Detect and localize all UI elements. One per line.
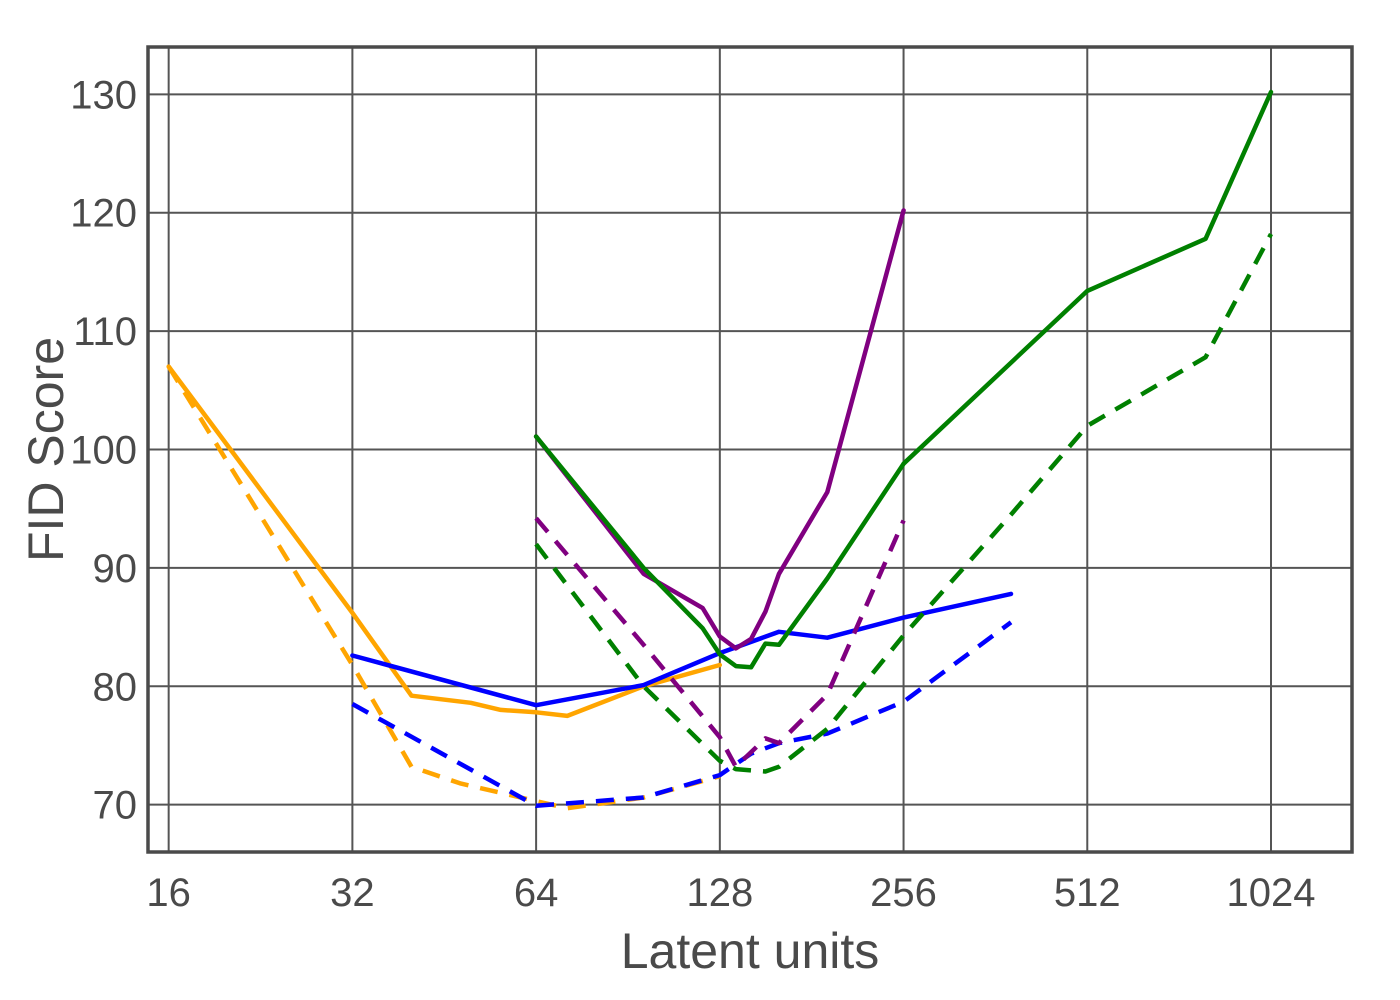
grid-lines bbox=[148, 47, 1352, 852]
y-tick-label: 120 bbox=[70, 192, 137, 236]
x-tick-label: 256 bbox=[870, 871, 937, 915]
y-tick-label: 80 bbox=[93, 665, 138, 709]
series-line-7-solid bbox=[533, 89, 1274, 670]
y-axis-label: FID Score bbox=[18, 337, 74, 562]
y-tick-label: 130 bbox=[70, 73, 137, 117]
x-tick-label: 32 bbox=[330, 871, 375, 915]
series-line-1-solid bbox=[166, 364, 723, 719]
x-tick-label: 512 bbox=[1054, 871, 1121, 915]
x-tick-label: 1024 bbox=[1227, 871, 1316, 915]
x-tick-label: 128 bbox=[686, 871, 753, 915]
series-line-8-dashed bbox=[534, 232, 1273, 774]
y-tick-label: 90 bbox=[93, 547, 138, 591]
x-tick-label: 16 bbox=[146, 871, 191, 915]
y-tick-label: 100 bbox=[70, 429, 137, 473]
plot-frame bbox=[146, 45, 1354, 854]
x-tick-label: 64 bbox=[514, 871, 559, 915]
series-line-6-dashed bbox=[534, 516, 906, 770]
series-line-5-solid bbox=[533, 208, 906, 651]
x-axis-label: Latent units bbox=[621, 923, 880, 979]
tick-labels: 16 32 64 128 256 512 1024 70 80 90 100 110 120 130 bbox=[70, 73, 1315, 915]
y-tick-label: 110 bbox=[73, 310, 137, 354]
y-tick-label: 70 bbox=[93, 784, 138, 828]
data-series bbox=[166, 89, 1274, 811]
